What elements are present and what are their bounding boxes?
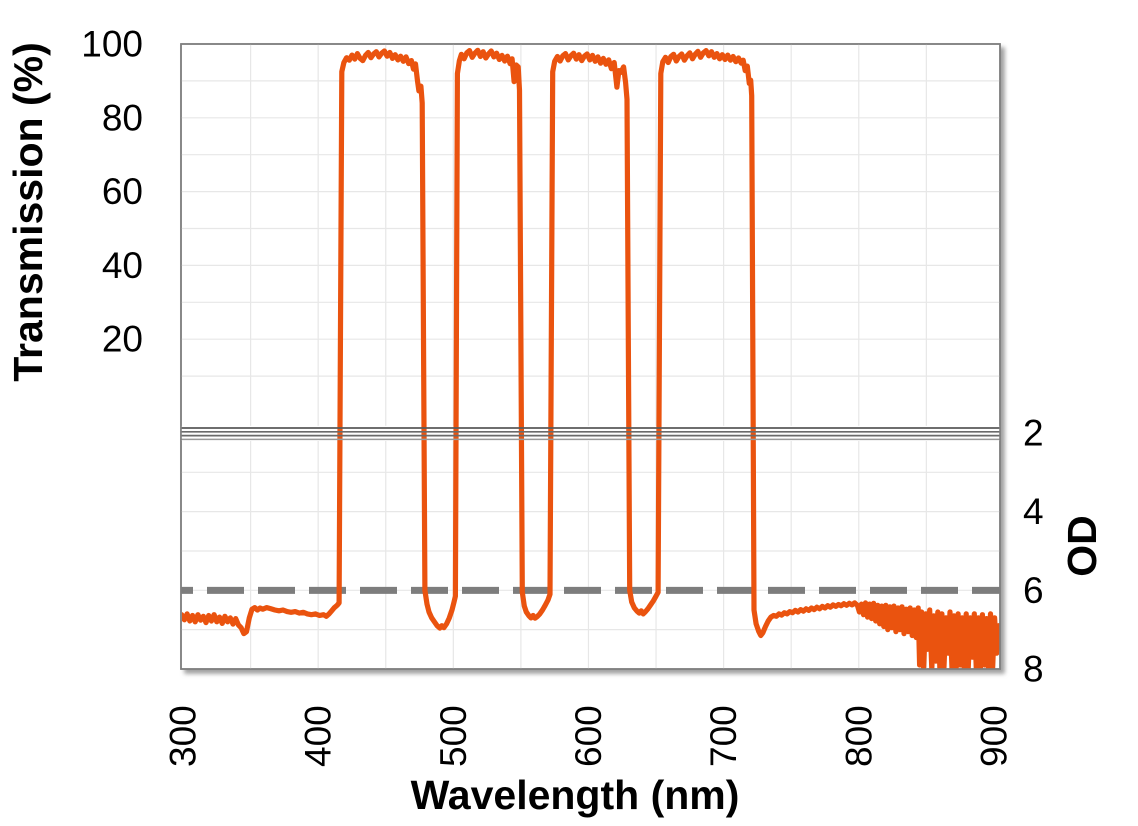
- x-tick-label: 400: [298, 705, 339, 767]
- transmission-tick-label: 80: [102, 97, 143, 138]
- spectrum-curve: [182, 47, 1000, 669]
- spectrum-curve-layer: [182, 47, 1000, 669]
- x-axis-title: Wavelength (nm): [411, 772, 740, 818]
- transmission-tick-label: 40: [102, 245, 143, 286]
- transmission-tick-label: 60: [102, 171, 143, 212]
- x-tick-label: 300: [163, 705, 204, 767]
- od-tick-label: 2: [1023, 413, 1044, 454]
- axis-break-mask: [181, 425, 1000, 441]
- x-tick-label: 700: [703, 705, 744, 767]
- plot-border: [180, 43, 1001, 670]
- transmission-axis-tick-labels: 100 80 60 40 20: [81, 24, 143, 360]
- y-right-axis-title: OD: [1059, 515, 1105, 577]
- gridlines: [181, 44, 1000, 669]
- y-left-axis-title: Transmission (%): [5, 42, 51, 381]
- transmission-tick-label: 100: [81, 24, 143, 65]
- axis-break-background: [181, 425, 1000, 441]
- od-tick-label: 4: [1023, 491, 1044, 532]
- od-tick-label: 6: [1023, 570, 1044, 611]
- x-tick-label: 500: [433, 705, 474, 767]
- od-axis-tick-labels: 2 4 6 8: [1023, 413, 1044, 690]
- od-tick-label: 8: [1023, 649, 1044, 690]
- transmission-tick-label: 20: [102, 319, 143, 360]
- x-axis-tick-labels: 300 400 500 600 700 800 900: [163, 705, 1015, 767]
- x-tick-label: 900: [973, 705, 1014, 767]
- x-tick-label: 800: [838, 705, 879, 767]
- x-tick-label: 600: [568, 705, 609, 767]
- axis-break-lines: [181, 427, 1000, 441]
- plot-area: [180, 43, 1001, 670]
